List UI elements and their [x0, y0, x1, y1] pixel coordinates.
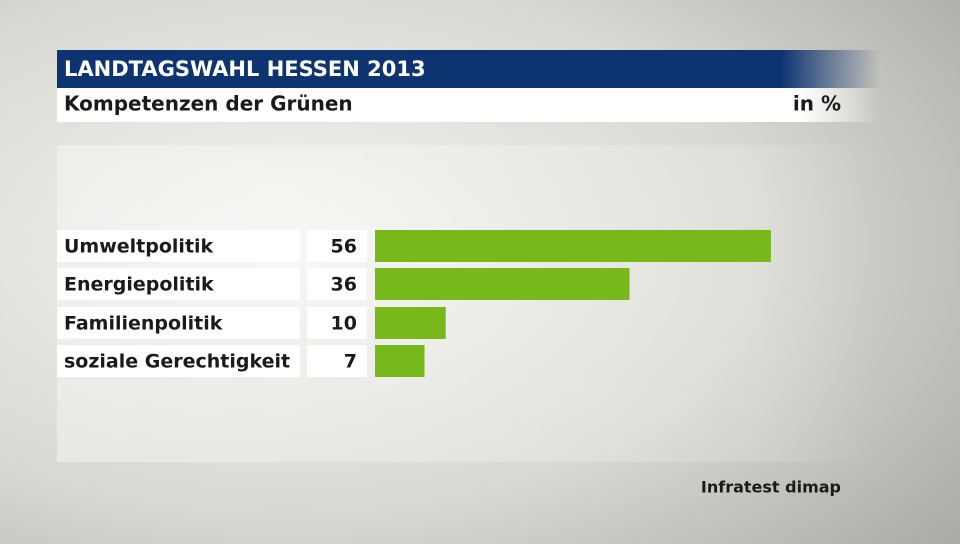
category-label: Familienpolitik — [64, 313, 223, 335]
header-band — [57, 50, 880, 88]
category-label: soziale Gerechtigkeit — [64, 351, 290, 373]
label-box — [57, 307, 300, 339]
value-box — [307, 230, 367, 262]
category-label: Umweltpolitik — [64, 236, 214, 258]
bar — [375, 345, 425, 377]
chart-title: LANDTAGSWAHL HESSEN 2013 — [64, 57, 426, 81]
value-box — [307, 345, 367, 377]
value-label: 7 — [344, 351, 357, 373]
label-box — [57, 345, 300, 377]
chart-panel — [57, 145, 880, 462]
bar — [375, 307, 446, 339]
value-label: 36 — [331, 274, 357, 296]
chart-subtitle: Kompetenzen der Grünen — [64, 92, 353, 116]
label-box — [57, 268, 300, 300]
value-box — [307, 268, 367, 300]
subtitle-band — [57, 88, 880, 122]
label-box — [57, 230, 300, 262]
value-label: 10 — [331, 313, 357, 335]
bar — [375, 268, 630, 300]
bar — [375, 230, 771, 262]
category-label: Energiepolitik — [64, 274, 214, 296]
value-box — [307, 307, 367, 339]
value-label: 56 — [331, 236, 357, 258]
unit-label: in % — [793, 92, 841, 116]
source: Infratest dimap — [701, 478, 841, 497]
